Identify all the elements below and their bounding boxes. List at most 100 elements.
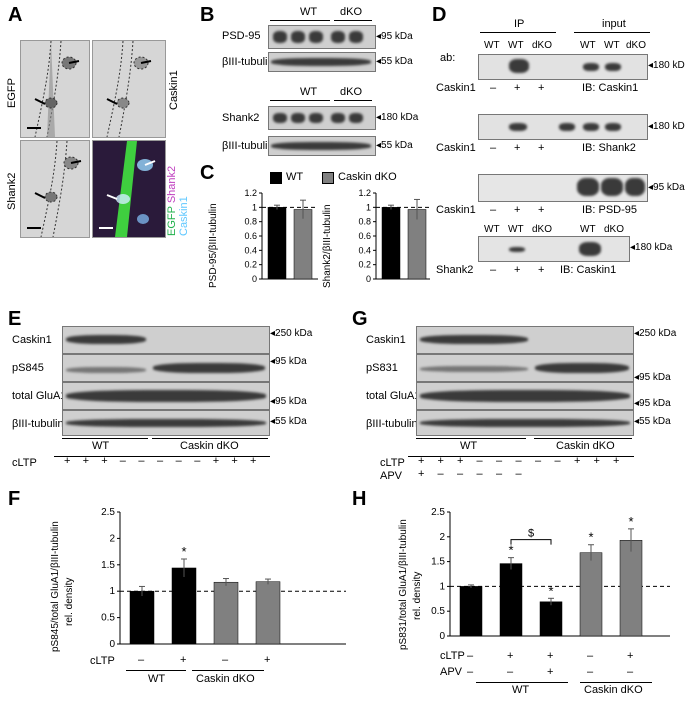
e-cltp-sign-3: + (101, 455, 108, 467)
merge-label-shank2: Shank2 (166, 165, 178, 204)
d-sign-row2-2: + (514, 142, 521, 154)
d-ib-row2: IB: Shank2 (582, 142, 636, 154)
d-sign-row1-1: – (490, 82, 497, 94)
chart-h: 0 0.5 1 1.5 2 2.5 * * * * $ (431, 507, 670, 642)
d-last-lane-1: WT (484, 224, 500, 235)
c-right-bar-1 (381, 207, 401, 280)
g-apv-sign-6: – (515, 468, 522, 480)
g-marker-250: ◂250 kDa (634, 328, 677, 339)
g-cltp-sign-11: + (613, 455, 620, 467)
h-bar-2 (499, 563, 523, 637)
f-ytick-label: 1.5 (101, 560, 115, 571)
f-ytick-label: 0 (109, 639, 115, 650)
g-apv-sign-4: – (476, 468, 483, 480)
legend-swatch-wt (270, 172, 282, 184)
g-apv-sign-1: + (418, 468, 425, 480)
d-ib-row1: IB: Caskin1 (582, 82, 639, 94)
c-right-ytick-label: 0 (366, 274, 371, 284)
f-cltp-sign-1: – (138, 654, 145, 666)
f-ylabel2: rel. density (64, 577, 75, 626)
e-marker-95-1: ◂95 kDa (270, 356, 307, 367)
b-row-tubulin-2: βIII-tubulin (222, 140, 274, 152)
c-left-ytick-label: 0.6 (244, 231, 257, 241)
f-bar-1 (129, 590, 155, 645)
b-group-wt-top: WT (300, 6, 318, 18)
g-blot-ps831 (416, 354, 634, 382)
h-significance-3: * (548, 583, 553, 598)
f-bar-3 (213, 581, 239, 645)
g-row-tubulin: βIII-tubulin (366, 418, 418, 430)
h-cltp-sign-2: + (507, 650, 514, 662)
e-cltp-label: cLTP (12, 457, 37, 469)
h-bar-5 (619, 540, 643, 637)
c-right-ytick-label: 1 (366, 202, 371, 212)
d-last-lane-2: WT (508, 224, 524, 235)
chart-c-right: 0 0.2 0.4 0.6 0.8 1 1.2 (358, 188, 430, 284)
d-lane-5: WT (604, 40, 620, 51)
h-group-dko: Caskin dKO (584, 684, 643, 696)
merge-label-caskin1: Caskin1 (178, 196, 190, 236)
g-marker-95-1: ◂95 kDa (634, 372, 671, 383)
h-ytick-label: 0 (439, 631, 445, 642)
e-row-caskin1: Caskin1 (12, 334, 52, 346)
d-lane-4: WT (580, 40, 596, 51)
c-right-ytick-label: 0.4 (358, 245, 371, 255)
e-cltp-sign-11: + (250, 455, 257, 467)
h-dko-line (580, 682, 652, 683)
micrograph-shank2 (20, 140, 90, 238)
b-blot-shank2 (268, 106, 376, 130)
f-cltp-sign-3: – (222, 654, 229, 666)
label-shank2: Shank2 (6, 172, 18, 210)
c-left-ytick-label: 0.8 (244, 217, 257, 227)
b-blot-tubulin-1 (268, 52, 376, 72)
d-sign-row4-1: – (490, 264, 497, 276)
e-wt-line (62, 438, 148, 439)
b-marker-95: ◂95 kDa (376, 31, 413, 42)
d-sign-row3-3: + (538, 204, 545, 216)
e-lane-line (54, 456, 270, 457)
h-ytick-label: 2 (439, 532, 445, 543)
d-sign-row2-3: + (538, 142, 545, 154)
e-cltp-sign-5: – (138, 455, 145, 467)
g-row-caskin1: Caskin1 (366, 334, 406, 346)
d-marker-row2: ◂180 kDa (648, 121, 685, 132)
d-ab-label: ab: (440, 52, 456, 64)
e-row-ps845: pS845 (12, 362, 44, 374)
g-cltp-sign-6: – (515, 455, 522, 467)
h-cltp-sign-1: – (467, 650, 474, 662)
h-apv-sign-5: – (627, 666, 634, 678)
d-blot-row1 (478, 54, 648, 80)
h-bar-3 (539, 601, 563, 637)
h-ytick-label: 1 (439, 581, 445, 592)
c-right-bar-2 (407, 209, 427, 280)
g-blot-tubulin (416, 410, 634, 436)
d-lane-3: dKO (532, 40, 553, 51)
h-apv-sign-2: – (507, 666, 514, 678)
e-cltp-sign-4: – (119, 455, 126, 467)
d-last-lane-4: WT (580, 224, 596, 235)
d-blot-row2 (478, 114, 648, 140)
f-ylabel: pS845/total GluA1/βIII-tubulin (50, 521, 61, 652)
g-marker-55: ◂55 kDa (634, 416, 671, 427)
f-bar-2 (171, 567, 197, 645)
h-ytick-label: 1.5 (431, 557, 445, 568)
e-cltp-sign-6: – (157, 455, 164, 467)
b-group-dko-bottom: dKO (340, 86, 363, 98)
h-significance-4: * (588, 530, 593, 545)
g-group-dko: Caskin dKO (556, 440, 615, 452)
b-wt-line-top (270, 20, 330, 21)
c-right-ytick-label: 0.2 (358, 260, 371, 270)
b-row-tubulin-1: βIII-tubulin (222, 56, 274, 68)
d-last-lane-5: dKO (604, 224, 625, 235)
d-last-lane-3: dKO (532, 224, 553, 235)
g-cltp-sign-4: – (476, 455, 483, 467)
d-blot-row3 (478, 174, 648, 202)
h-ytick-label: 2.5 (431, 507, 445, 518)
d-sign-row4-3: + (538, 264, 545, 276)
d-sign-row3-1: – (490, 204, 497, 216)
d-ip-label-row1: Caskin1 (436, 82, 476, 94)
f-group-wt: WT (148, 673, 166, 685)
g-apv-sign-2: – (437, 468, 444, 480)
f-ytick-label: 2.5 (101, 507, 115, 518)
g-apv-sign-3: – (457, 468, 464, 480)
